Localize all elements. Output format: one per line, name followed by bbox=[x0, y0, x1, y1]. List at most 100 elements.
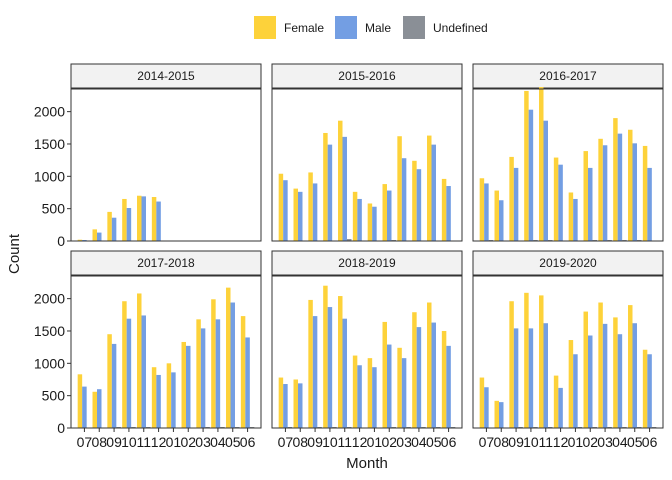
bar-2019-2020-female-10 bbox=[524, 292, 529, 428]
panel-border-2016-2017 bbox=[472, 88, 664, 242]
bar-2015-2016-male-07 bbox=[283, 180, 288, 241]
bar-2019-2020-female-03 bbox=[598, 302, 603, 428]
x-tick-label-05: 05 bbox=[627, 434, 643, 450]
x-tick-label-08: 08 bbox=[493, 434, 509, 450]
bar-2016-2017-female-03 bbox=[598, 138, 603, 241]
bars-2014-2015 bbox=[77, 195, 161, 241]
bar-2017-2018-female-10 bbox=[122, 301, 127, 428]
bar-2019-2020-female-08 bbox=[494, 400, 499, 428]
panel-border-2017-2018 bbox=[70, 275, 262, 429]
bar-2015-2016-female-08 bbox=[293, 188, 298, 241]
bar-2017-2018-male-10 bbox=[126, 318, 132, 428]
bar-2016-2017-female-12 bbox=[553, 157, 559, 241]
bar-2015-2016-female-09 bbox=[308, 172, 313, 241]
bar-2018-2019-male-02 bbox=[387, 344, 392, 428]
x-tick-label-07: 07 bbox=[278, 434, 294, 450]
bar-2018-2019-female-09 bbox=[308, 299, 313, 428]
bar-2015-2016-undefined-11 bbox=[347, 239, 352, 241]
legend-swatch-female bbox=[254, 16, 276, 39]
bar-2019-2020-male-10 bbox=[528, 328, 534, 428]
x-tick-label-07: 07 bbox=[479, 434, 495, 450]
bar-2017-2018-male-02 bbox=[186, 345, 191, 428]
x-tick-label-03: 03 bbox=[396, 434, 412, 450]
legend-swatch-undefined bbox=[403, 16, 425, 39]
bar-2017-2018-male-11 bbox=[141, 315, 146, 428]
bar-2017-2018-male-12 bbox=[156, 374, 161, 428]
bar-2016-2017-male-02 bbox=[588, 167, 593, 241]
bar-2016-2017-female-04 bbox=[613, 118, 618, 241]
bar-2016-2017-female-05 bbox=[628, 129, 633, 241]
bar-2016-2017-male-11 bbox=[543, 120, 548, 241]
x-tick-label-07: 07 bbox=[77, 434, 93, 450]
strip-label-2015-2016: 2015-2016 bbox=[338, 69, 396, 83]
bar-2018-2019-male-03 bbox=[401, 358, 407, 428]
y-tick-label: 2000 bbox=[34, 291, 65, 307]
legend: Female Male Undefined bbox=[254, 16, 488, 39]
bar-2019-2020-female-12 bbox=[553, 375, 559, 428]
x-tick-label-06: 06 bbox=[642, 434, 658, 450]
y-tick-label: 0 bbox=[57, 233, 65, 249]
bar-2017-2018-female-01 bbox=[166, 363, 172, 428]
panel-border-2014-2015 bbox=[70, 88, 262, 242]
bar-2017-2018-female-05 bbox=[226, 287, 231, 428]
bar-2015-2016-male-06 bbox=[446, 186, 451, 241]
bar-2016-2017-male-03 bbox=[602, 145, 608, 241]
panel-2014-2015: 2014-2015 bbox=[70, 63, 262, 242]
legend-item-male: Male bbox=[335, 16, 391, 39]
bar-2017-2018-female-11 bbox=[137, 293, 142, 428]
bar-2015-2016-male-10 bbox=[327, 144, 333, 241]
legend-label-male: Male bbox=[365, 21, 391, 35]
bar-2019-2020-female-05 bbox=[628, 305, 633, 428]
bar-2016-2017-female-06 bbox=[642, 145, 648, 241]
bar-2019-2020-female-07 bbox=[479, 377, 485, 428]
x-tick-label-10: 10 bbox=[121, 434, 137, 450]
x-tick-label-11: 11 bbox=[136, 434, 151, 450]
bar-2015-2016-female-03 bbox=[397, 136, 402, 241]
bar-2018-2019-male-06 bbox=[446, 345, 451, 428]
bar-2017-2018-male-08 bbox=[97, 389, 102, 428]
strip-label-2019-2020: 2019-2020 bbox=[539, 256, 597, 270]
bar-2016-2017-female-09 bbox=[509, 156, 514, 241]
bar-2016-2017-female-08 bbox=[494, 190, 499, 241]
bar-2015-2016-female-11 bbox=[338, 120, 343, 241]
bar-2016-2017-male-07 bbox=[484, 183, 489, 241]
bar-2016-2017-male-05 bbox=[632, 143, 637, 241]
bar-2017-2018-female-07 bbox=[77, 374, 83, 428]
strip-label-2016-2017: 2016-2017 bbox=[539, 69, 597, 83]
bar-2016-2017-male-01 bbox=[573, 198, 578, 241]
x-tick-label-09: 09 bbox=[106, 434, 122, 450]
bar-2016-2017-male-08 bbox=[499, 200, 504, 241]
bar-2018-2019-female-11 bbox=[338, 296, 343, 428]
bar-2019-2020-female-02 bbox=[583, 311, 588, 428]
bar-2019-2020-female-04 bbox=[613, 317, 618, 428]
bar-2019-2020-male-08 bbox=[499, 402, 504, 428]
strip-label-2017-2018: 2017-2018 bbox=[137, 256, 195, 270]
bar-2015-2016-female-05 bbox=[427, 135, 432, 241]
x-tick-label-09: 09 bbox=[508, 434, 524, 450]
x-tick-label-10: 10 bbox=[322, 434, 338, 450]
x-tick-label-02: 02 bbox=[180, 434, 196, 450]
bar-2019-2020-male-09 bbox=[513, 328, 519, 428]
bar-2016-2017-female-02 bbox=[583, 151, 588, 241]
bar-2016-2017-male-09 bbox=[513, 167, 519, 241]
bar-2018-2019-male-12 bbox=[357, 365, 362, 428]
bar-2016-2017-male-04 bbox=[617, 133, 623, 241]
strip-2018-2019 bbox=[271, 250, 463, 276]
bar-2019-2020-male-04 bbox=[617, 334, 623, 428]
bar-2019-2020-female-01 bbox=[568, 340, 574, 428]
x-tick-label-04: 04 bbox=[210, 434, 226, 450]
strip-2015-2016 bbox=[271, 63, 463, 89]
bar-2017-2018-female-12 bbox=[151, 367, 157, 428]
y-axis-title: Count bbox=[6, 233, 23, 274]
bar-2017-2018-male-09 bbox=[111, 343, 117, 428]
bar-2018-2019-male-01 bbox=[372, 367, 377, 428]
bar-2017-2018-female-03 bbox=[196, 319, 201, 428]
bar-2019-2020-male-02 bbox=[588, 335, 593, 428]
bar-2016-2017-female-10 bbox=[524, 90, 529, 241]
bar-2018-2019-female-07 bbox=[278, 377, 284, 428]
panel-border-2018-2019 bbox=[271, 275, 463, 429]
bar-2017-2018-male-05 bbox=[230, 302, 235, 428]
bar-2018-2019-male-08 bbox=[298, 383, 303, 428]
x-tick-label-03: 03 bbox=[597, 434, 613, 450]
